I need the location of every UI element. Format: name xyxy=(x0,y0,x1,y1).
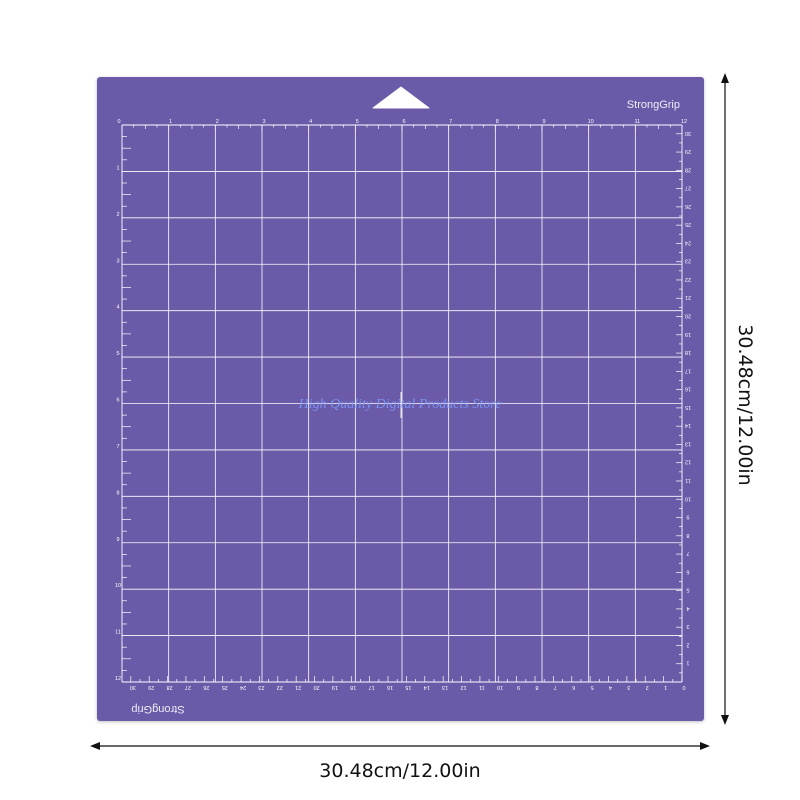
right-cm-label: 20 xyxy=(685,313,691,319)
bottom-cm-label: 8 xyxy=(535,684,538,690)
right-cm-label: 10 xyxy=(685,495,691,501)
right-cm-label: 26 xyxy=(685,203,691,209)
bottom-cm-label: 4 xyxy=(609,684,612,690)
top-inch-label: 8 xyxy=(496,119,499,125)
bottom-cm-label: 24 xyxy=(240,684,246,690)
right-cm-label: 12 xyxy=(685,459,691,465)
height-dimension-arrow xyxy=(721,73,729,725)
top-inch-label: 2 xyxy=(216,119,219,125)
right-cm-label: 11 xyxy=(685,477,691,483)
bottom-cm-label: 11 xyxy=(479,684,485,690)
top-inch-label: 7 xyxy=(449,119,452,125)
top-inch-label: 1 xyxy=(169,119,172,125)
top-inch-label: 0 xyxy=(117,119,120,125)
top-inch-label: 4 xyxy=(309,119,312,125)
bottom-cm-label: 13 xyxy=(442,684,448,690)
bottom-cm-label: 10 xyxy=(497,684,503,690)
top-inch-label: 5 xyxy=(356,119,359,125)
right-cm-label: 28 xyxy=(685,166,691,172)
ruler-labels: 0 1 2 3 4 5 6 7 8 9 10 11 12123456789101112012345678… xyxy=(115,119,691,690)
top-inch-label: 6 xyxy=(402,119,405,125)
bottom-cm-label: 22 xyxy=(277,684,283,690)
bottom-cm-label: 18 xyxy=(350,684,356,690)
right-cm-label: 30 xyxy=(685,130,691,136)
bottom-cm-label: 26 xyxy=(203,684,209,690)
left-inch-label: 6 xyxy=(116,398,119,404)
right-cm-label: 29 xyxy=(685,148,691,154)
bottom-cm-label: 1 xyxy=(664,684,667,690)
bottom-cm-label: 16 xyxy=(387,684,393,690)
bottom-cm-label: 2 xyxy=(646,684,649,690)
height-label: 30.48cm/12.00in xyxy=(734,324,756,486)
left-inch-label: 1 xyxy=(116,165,119,171)
right-cm-label: 4 xyxy=(686,605,689,611)
right-cm-label: 5 xyxy=(686,587,689,593)
bottom-cm-label: 21 xyxy=(295,684,301,690)
top-inch-label: 12 xyxy=(681,119,687,125)
right-cm-label: 8 xyxy=(686,532,689,538)
right-cm-label: 7 xyxy=(686,550,689,556)
left-inch-label: 4 xyxy=(116,305,119,311)
width-label: 30.48cm/12.00in xyxy=(319,760,481,782)
top-inch-label: 3 xyxy=(262,119,265,125)
bottom-cm-label: 0 xyxy=(682,684,685,690)
left-inch-label: 8 xyxy=(116,490,119,496)
right-cm-label: 16 xyxy=(685,386,691,392)
right-cm-label: 3 xyxy=(686,623,689,629)
bottom-cm-label: 15 xyxy=(405,684,411,690)
right-cm-label: 1 xyxy=(686,660,689,666)
bottom-cm-label: 28 xyxy=(167,684,173,690)
left-inch-label: 9 xyxy=(116,537,119,543)
bottom-cm-label: 5 xyxy=(591,684,594,690)
left-inch-label: 7 xyxy=(116,444,119,450)
right-cm-label: 6 xyxy=(686,568,689,574)
bottom-cm-label: 3 xyxy=(627,684,630,690)
left-inch-label: 5 xyxy=(116,351,119,357)
brand-top: StrongGrip xyxy=(627,99,680,111)
right-cm-label: 15 xyxy=(685,404,691,410)
bottom-cm-label: 23 xyxy=(258,684,264,690)
hang-hole xyxy=(372,86,430,109)
right-cm-label: 23 xyxy=(685,258,691,264)
right-cm-label: 2 xyxy=(686,641,689,647)
brand-bottom: StrongGrip xyxy=(131,703,184,715)
left-inch-label: 11 xyxy=(115,630,121,636)
bottom-cm-label: 30 xyxy=(130,684,136,690)
bottom-cm-label: 14 xyxy=(424,684,430,690)
left-inch-label: 2 xyxy=(116,212,119,218)
width-dimension-arrow xyxy=(90,742,710,750)
right-cm-label: 9 xyxy=(686,514,689,520)
bottom-cm-label: 20 xyxy=(313,684,319,690)
bottom-cm-label: 17 xyxy=(369,684,375,690)
right-cm-label: 25 xyxy=(685,221,691,227)
bottom-cm-label: 7 xyxy=(554,684,557,690)
right-cm-label: 24 xyxy=(685,239,691,245)
right-cm-label: 19 xyxy=(685,331,691,337)
watermark: High Quality Digital Products Store xyxy=(298,397,502,412)
bottom-cm-label: 9 xyxy=(517,684,520,690)
right-cm-label: 22 xyxy=(685,276,691,282)
left-inch-label: 10 xyxy=(115,583,121,589)
right-cm-label: 21 xyxy=(685,294,691,300)
bottom-cm-label: 12 xyxy=(460,684,466,690)
right-cm-label: 18 xyxy=(685,349,691,355)
bottom-cm-label: 29 xyxy=(148,684,154,690)
ruler-ticks xyxy=(121,125,683,683)
right-cm-label: 27 xyxy=(685,185,691,191)
top-inch-label: 9 xyxy=(542,119,545,125)
left-inch-label: 12 xyxy=(115,676,121,682)
top-inch-label: 11 xyxy=(634,119,640,125)
right-cm-label: 13 xyxy=(685,440,691,446)
right-cm-label: 14 xyxy=(685,422,691,428)
right-cm-label: 17 xyxy=(685,367,691,373)
cutting-mat xyxy=(97,77,704,721)
bottom-cm-label: 27 xyxy=(185,684,191,690)
bottom-cm-label: 6 xyxy=(572,684,575,690)
bottom-cm-label: 25 xyxy=(222,684,228,690)
top-inch-label: 10 xyxy=(588,119,594,125)
bottom-cm-label: 19 xyxy=(332,684,338,690)
left-inch-label: 3 xyxy=(116,258,119,264)
